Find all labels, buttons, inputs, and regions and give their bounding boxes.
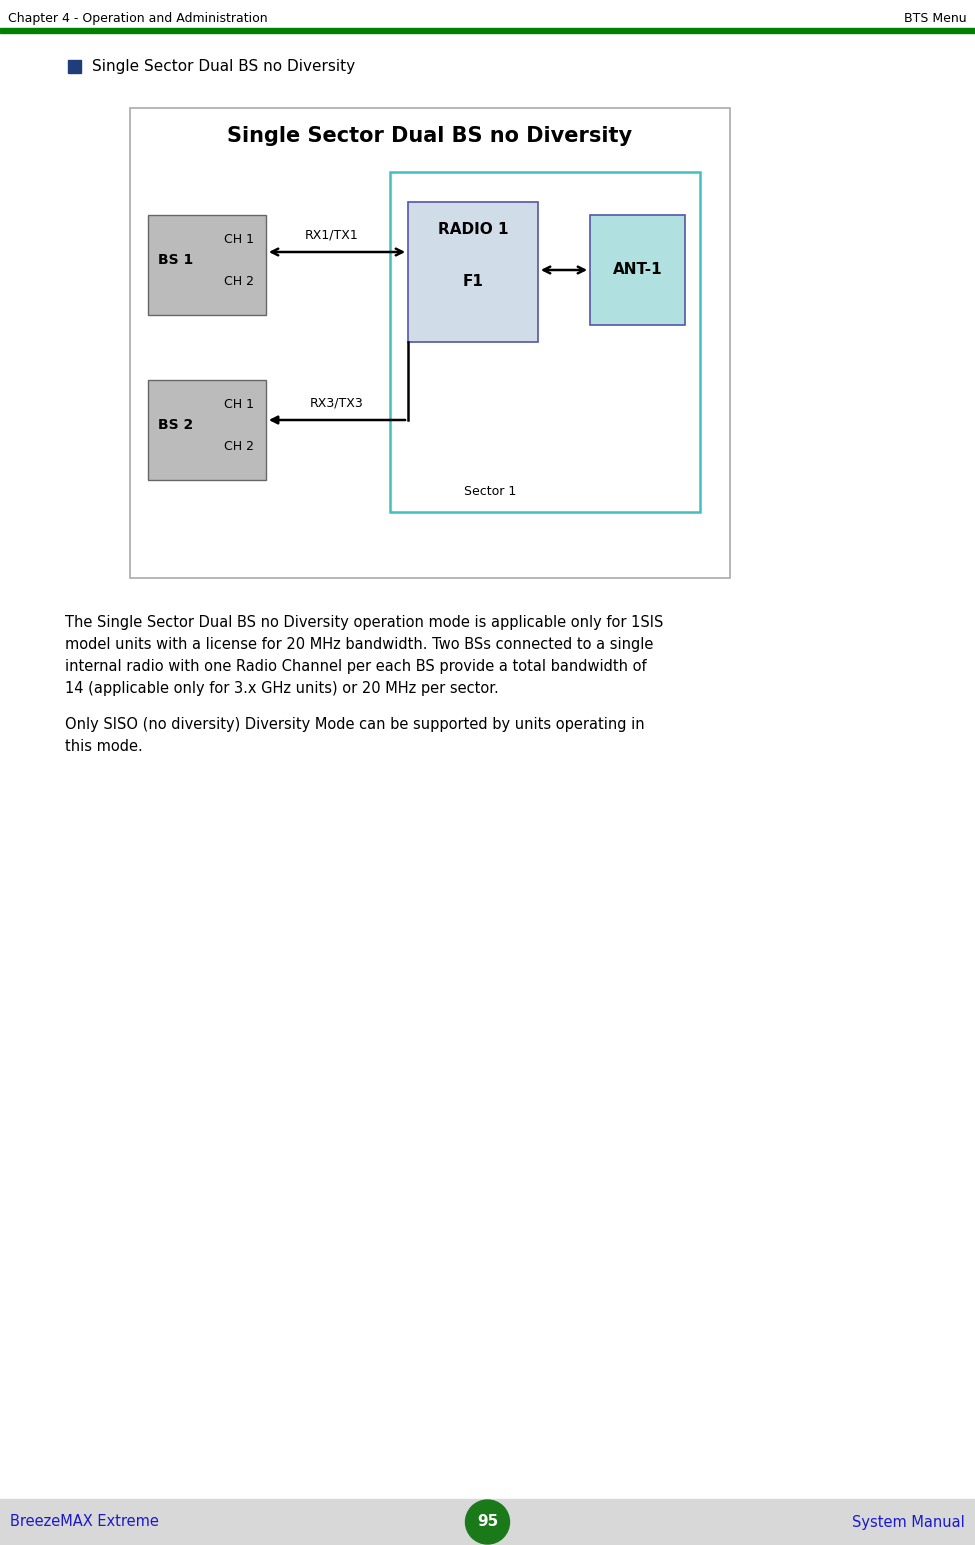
Bar bbox=[0, 1499, 975, 1545]
Text: Sector 1: Sector 1 bbox=[464, 485, 516, 497]
Bar bbox=[148, 215, 266, 315]
Text: BreezeMAX Extreme: BreezeMAX Extreme bbox=[10, 1514, 159, 1530]
Text: RX3/TX3: RX3/TX3 bbox=[310, 397, 364, 409]
Bar bbox=[0, 28, 975, 32]
Bar bbox=[408, 202, 538, 341]
Text: CH 1: CH 1 bbox=[224, 233, 254, 246]
Text: model units with a license for 20 MHz bandwidth. Two BSs connected to a single: model units with a license for 20 MHz ba… bbox=[65, 637, 653, 652]
Text: CH 2: CH 2 bbox=[224, 275, 254, 287]
Text: System Manual: System Manual bbox=[852, 1514, 965, 1530]
Text: Single Sector Dual BS no Diversity: Single Sector Dual BS no Diversity bbox=[92, 59, 355, 74]
Text: ANT-1: ANT-1 bbox=[612, 263, 662, 278]
Text: 14 (applicable only for 3.x GHz units) or 20 MHz per sector.: 14 (applicable only for 3.x GHz units) o… bbox=[65, 681, 499, 695]
Text: this mode.: this mode. bbox=[65, 739, 142, 754]
Text: RADIO 1: RADIO 1 bbox=[438, 222, 508, 236]
Text: BS 1: BS 1 bbox=[158, 253, 193, 267]
Circle shape bbox=[465, 1500, 510, 1543]
Bar bbox=[390, 171, 700, 511]
Text: RX1/TX1: RX1/TX1 bbox=[305, 229, 359, 243]
Text: BTS Menu: BTS Menu bbox=[905, 12, 967, 25]
Text: BS 2: BS 2 bbox=[158, 419, 193, 433]
Text: Chapter 4 - Operation and Administration: Chapter 4 - Operation and Administration bbox=[8, 12, 267, 25]
Bar bbox=[130, 108, 730, 578]
Bar bbox=[148, 380, 266, 480]
Text: F1: F1 bbox=[462, 273, 484, 289]
Text: internal radio with one Radio Channel per each BS provide a total bandwidth of: internal radio with one Radio Channel pe… bbox=[65, 660, 646, 674]
Text: Only SISO (no diversity) Diversity Mode can be supported by units operating in: Only SISO (no diversity) Diversity Mode … bbox=[65, 717, 644, 732]
Text: CH 2: CH 2 bbox=[224, 440, 254, 453]
Bar bbox=[590, 215, 685, 324]
Text: CH 1: CH 1 bbox=[224, 399, 254, 411]
Bar bbox=[68, 60, 81, 73]
Text: 95: 95 bbox=[477, 1514, 498, 1530]
Text: The Single Sector Dual BS no Diversity operation mode is applicable only for 1SI: The Single Sector Dual BS no Diversity o… bbox=[65, 615, 663, 630]
Text: Single Sector Dual BS no Diversity: Single Sector Dual BS no Diversity bbox=[227, 127, 633, 145]
